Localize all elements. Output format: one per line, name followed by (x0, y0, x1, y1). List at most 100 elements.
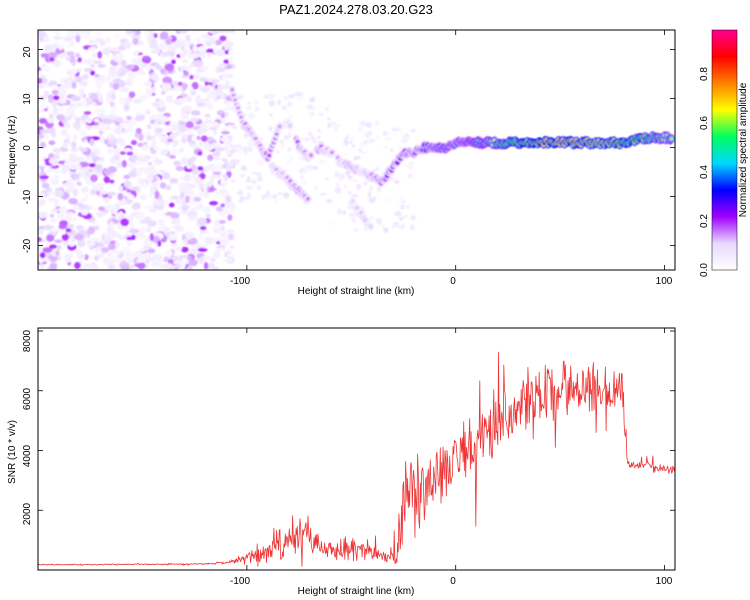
spectrogram-y-axis-label: Frequency (Hz) (7, 116, 18, 185)
noise-speckle (112, 233, 122, 238)
noise-speckle (307, 164, 315, 171)
noise-speckle (58, 98, 67, 104)
noise-speckle (161, 51, 171, 57)
noise-speckle (201, 33, 211, 39)
noise-speckle (49, 213, 55, 218)
spectrogram-y-tick-label: -20 (22, 238, 33, 253)
noise-speckle (184, 231, 194, 239)
noise-speckle (94, 31, 104, 36)
noise-speckle (155, 260, 162, 267)
noise-speckle (125, 98, 131, 106)
noise-speckle (38, 228, 44, 235)
noise-speckle (87, 226, 95, 235)
noise-speckle (223, 258, 233, 263)
noise-speckle (127, 76, 134, 81)
noise-speckle (42, 78, 48, 84)
noise-speckle (74, 163, 82, 168)
noise-speckle (237, 190, 243, 196)
noise-speckle (183, 71, 189, 76)
noise-speckle (38, 70, 43, 76)
spectral-ridge (295, 140, 300, 144)
noise-speckle (330, 123, 334, 129)
noise-speckle (192, 73, 201, 79)
noise-speckle (221, 117, 228, 124)
noise-speckle (40, 53, 49, 58)
noise-speckle (254, 100, 258, 104)
noise-speckle (141, 143, 149, 151)
noise-speckle (153, 254, 163, 260)
noise-speckle (76, 181, 82, 186)
noise-speckle (90, 174, 98, 182)
noise-speckle (42, 65, 52, 73)
noise-speckle (190, 143, 198, 149)
noise-speckle (237, 147, 243, 154)
noise-speckle (197, 150, 203, 156)
noise-speckle (224, 73, 234, 79)
noise-speckle (283, 95, 289, 100)
noise-speckle (50, 178, 60, 186)
noise-speckle (98, 129, 104, 136)
noise-speckle (110, 101, 115, 107)
noise-speckle (46, 234, 55, 242)
noise-speckle (177, 97, 187, 102)
noise-speckle (136, 154, 143, 159)
noise-speckle (178, 30, 188, 34)
noise-speckle (83, 157, 93, 162)
noise-speckle (110, 253, 119, 260)
noise-speckle (224, 160, 229, 167)
noise-speckle (82, 103, 89, 108)
noise-speckle (267, 194, 272, 200)
noise-speckle (173, 85, 183, 92)
noise-speckle (79, 90, 85, 99)
noise-speckle (41, 182, 50, 189)
noise-speckle (343, 184, 347, 188)
noise-speckle (74, 233, 84, 241)
noise-speckle (151, 260, 158, 268)
noise-speckle (228, 48, 235, 57)
noise-speckle (235, 144, 242, 148)
noise-speckle (88, 163, 96, 168)
noise-speckle (61, 233, 69, 241)
noise-speckle (394, 210, 402, 217)
noise-speckle (112, 83, 120, 90)
noise-speckle (206, 104, 214, 111)
noise-speckle (247, 140, 255, 146)
noise-speckle (54, 175, 60, 179)
noise-speckle (375, 218, 382, 224)
noise-speckle (271, 194, 277, 199)
noise-speckle (110, 47, 119, 52)
noise-speckle (212, 151, 221, 157)
noise-speckle (144, 80, 153, 88)
noise-speckle (219, 238, 229, 246)
noise-speckle (78, 130, 87, 137)
noise-speckle (277, 99, 282, 106)
noise-speckle (171, 243, 178, 247)
noise-speckle (375, 120, 379, 126)
noise-speckle (130, 234, 136, 240)
noise-speckle (206, 181, 215, 186)
spectrogram-y-tick-label: -10 (22, 189, 33, 204)
noise-speckle (68, 153, 77, 158)
noise-speckle (66, 43, 76, 48)
noise-speckle (61, 165, 70, 173)
noise-speckle (198, 191, 206, 197)
noise-speckle (261, 194, 268, 198)
noise-speckle (128, 91, 136, 98)
noise-speckle (188, 63, 195, 69)
noise-speckle (98, 242, 105, 248)
noise-speckle (68, 198, 78, 205)
noise-speckle (171, 80, 179, 87)
noise-speckle (213, 129, 218, 135)
snr-y-tick-label: 2000 (22, 502, 33, 525)
noise-speckle (187, 239, 195, 245)
noise-speckle (268, 125, 273, 132)
noise-speckle (222, 146, 229, 151)
noise-speckle (175, 247, 183, 251)
noise-speckle (83, 67, 94, 73)
noise-speckle (153, 160, 160, 165)
noise-speckle (244, 107, 249, 112)
noise-speckle (169, 178, 179, 184)
noise-speckle (336, 208, 343, 215)
noise-speckle (143, 240, 151, 247)
noise-speckle (225, 80, 230, 88)
